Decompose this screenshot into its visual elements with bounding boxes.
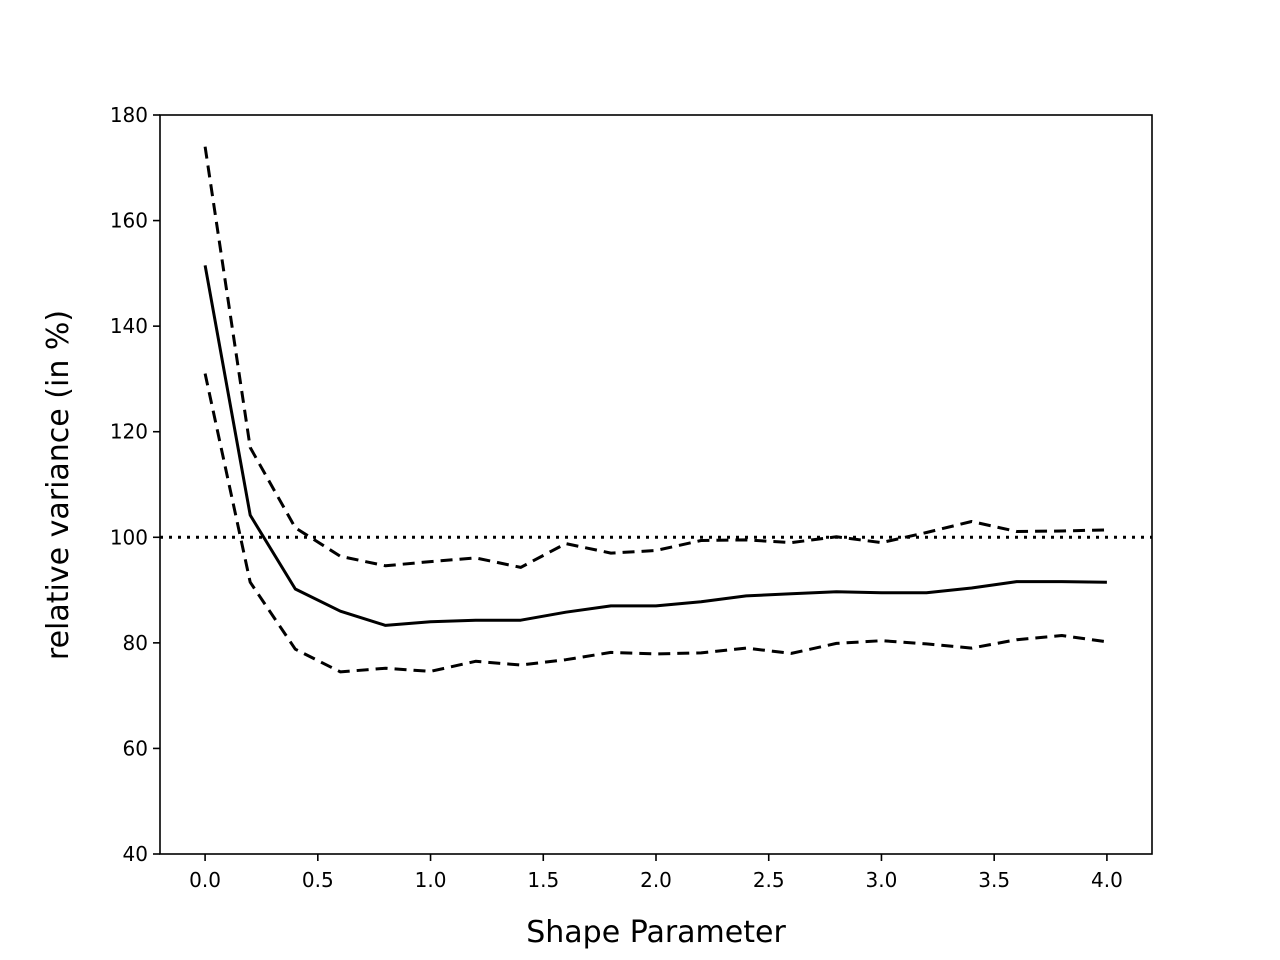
x-axis: 0.0 0.5 1.0 1.5 2.0 2.5 3.0 3.5 4.0 [189,854,1123,892]
y-tick-label: 60 [123,736,148,760]
series-layer [203,146,1108,674]
y-axis: 40 60 80 100 120 140 160 180 [110,103,160,866]
series-line-1 [203,265,1107,627]
series-line-2 [203,146,1107,569]
x-tick-label: 0.0 [189,868,221,892]
y-tick-label: 160 [110,209,148,233]
x-tick-label: 1.5 [527,868,559,892]
x-tick-label: 2.0 [640,868,672,892]
y-tick-label: 120 [110,420,148,444]
x-tick-label: 1.0 [415,868,447,892]
x-tick-label: 4.0 [1091,868,1123,892]
x-axis-label: Shape Parameter [526,915,786,950]
y-tick-label: 80 [123,631,148,655]
y-tick-label: 140 [110,314,148,338]
x-tick-label: 3.0 [866,868,898,892]
y-axis-label: relative variance (in %) [41,310,76,660]
y-tick-label: 40 [123,842,148,866]
x-tick-label: 3.5 [978,868,1010,892]
x-tick-label: 0.5 [302,868,334,892]
y-tick-label: 100 [110,525,148,549]
x-tick-label: 2.5 [753,868,785,892]
y-tick-label: 180 [110,103,148,127]
